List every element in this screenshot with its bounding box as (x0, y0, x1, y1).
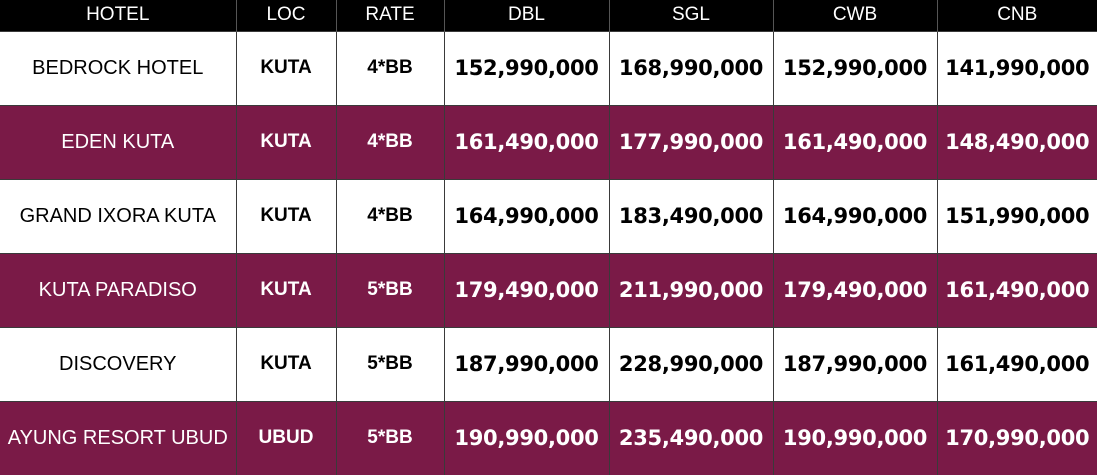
cnb-price-cell: 151,990,000 (936, 178, 1097, 253)
rate-cell: 4*BB (335, 30, 444, 105)
hotel-name-cell: DISCOVERY (0, 326, 236, 401)
sgl-price-cell: 177,990,000 (608, 104, 773, 179)
sgl-price-cell: 183,490,000 (608, 178, 773, 253)
cnb-price-cell: 161,490,000 (936, 252, 1097, 327)
cwb-price-cell: 187,990,000 (772, 326, 937, 401)
rate-cell: 5*BB (335, 326, 444, 401)
cwb-price-cell: 190,990,000 (772, 400, 937, 475)
rate-cell: 4*BB (335, 104, 444, 179)
table-row: DISCOVERY KUTA 5*BB 187,990,000 228,990,… (0, 326, 1097, 401)
dbl-price-cell: 164,990,000 (443, 178, 609, 253)
column-header-cwb: CWB (772, 0, 937, 31)
dbl-price-cell: 179,490,000 (443, 252, 609, 327)
column-header-loc: LOC (235, 0, 336, 31)
header-row: HOTEL LOC RATE DBL SGL CWB CNB (0, 0, 1097, 31)
location-cell: KUTA (235, 30, 336, 105)
hotel-name-cell: AYUNG RESORT UBUD (0, 400, 236, 475)
dbl-price-cell: 190,990,000 (443, 400, 609, 475)
hotel-name-cell: GRAND IXORA KUTA (0, 178, 236, 253)
column-header-dbl: DBL (443, 0, 609, 31)
sgl-price-cell: 211,990,000 (608, 252, 773, 327)
cwb-price-cell: 164,990,000 (772, 178, 937, 253)
rate-cell: 5*BB (335, 252, 444, 327)
dbl-price-cell: 161,490,000 (443, 104, 609, 179)
sgl-price-cell: 168,990,000 (608, 30, 773, 105)
sgl-price-cell: 228,990,000 (608, 326, 773, 401)
rate-cell: 4*BB (335, 178, 444, 253)
table-row: AYUNG RESORT UBUD UBUD 5*BB 190,990,000 … (0, 400, 1097, 475)
cnb-price-cell: 161,490,000 (936, 326, 1097, 401)
cwb-price-cell: 179,490,000 (772, 252, 937, 327)
table-body: BEDROCK HOTEL KUTA 4*BB 152,990,000 168,… (0, 30, 1097, 475)
column-header-sgl: SGL (608, 0, 773, 31)
hotel-name-cell: BEDROCK HOTEL (0, 30, 236, 105)
cnb-price-cell: 141,990,000 (936, 30, 1097, 105)
dbl-price-cell: 152,990,000 (443, 30, 609, 105)
location-cell: KUTA (235, 104, 336, 179)
table-row: EDEN KUTA KUTA 4*BB 161,490,000 177,990,… (0, 104, 1097, 179)
hotel-name-cell: EDEN KUTA (0, 104, 236, 179)
table-row: GRAND IXORA KUTA KUTA 4*BB 164,990,000 1… (0, 178, 1097, 253)
location-cell: KUTA (235, 326, 336, 401)
cwb-price-cell: 161,490,000 (772, 104, 937, 179)
column-header-cnb: CNB (936, 0, 1097, 31)
location-cell: KUTA (235, 178, 336, 253)
sgl-price-cell: 235,490,000 (608, 400, 773, 475)
table-header: HOTEL LOC RATE DBL SGL CWB CNB (0, 0, 1097, 31)
column-header-rate: RATE (335, 0, 444, 31)
cnb-price-cell: 170,990,000 (936, 400, 1097, 475)
hotel-name-cell: KUTA PARADISO (0, 252, 236, 327)
column-header-hotel: HOTEL (0, 0, 236, 31)
rate-cell: 5*BB (335, 400, 444, 475)
table-row: BEDROCK HOTEL KUTA 4*BB 152,990,000 168,… (0, 30, 1097, 105)
location-cell: KUTA (235, 252, 336, 327)
cwb-price-cell: 152,990,000 (772, 30, 937, 105)
location-cell: UBUD (235, 400, 336, 475)
dbl-price-cell: 187,990,000 (443, 326, 609, 401)
table-row: KUTA PARADISO KUTA 5*BB 179,490,000 211,… (0, 252, 1097, 327)
cnb-price-cell: 148,490,000 (936, 104, 1097, 179)
